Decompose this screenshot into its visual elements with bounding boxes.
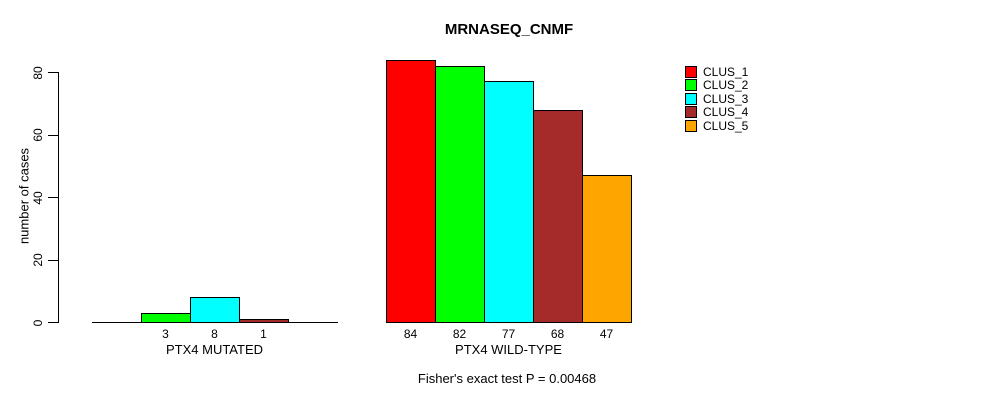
legend-label: CLUS_4 xyxy=(703,105,749,120)
legend-swatch-icon xyxy=(685,119,697,132)
bar-clus_1-ptx4-wild-type xyxy=(386,59,436,323)
bar-value-label: 82 xyxy=(452,327,467,341)
y-tick-label: 80 xyxy=(31,65,45,80)
legend-swatch-icon xyxy=(685,92,697,105)
bar-clus_5-ptx4-wild-type xyxy=(582,175,632,323)
legend-swatch-icon xyxy=(685,79,697,92)
y-axis-tick xyxy=(48,72,58,73)
bar-value-label: 8 xyxy=(211,327,218,341)
y-axis-tick xyxy=(48,322,58,323)
legend-item-clus_3: CLUS_3 xyxy=(685,91,749,106)
y-tick-label: 20 xyxy=(31,253,45,267)
legend: CLUS_1 CLUS_2 CLUS_3 CLUS_4 CLUS_5 xyxy=(685,66,748,132)
y-tick-label: 60 xyxy=(31,128,45,142)
legend-label: CLUS_5 xyxy=(703,118,749,133)
bar-value-label: 68 xyxy=(550,327,565,341)
bar-clus_3-ptx4-wild-type xyxy=(484,81,534,323)
y-tick-label: 40 xyxy=(31,190,45,205)
legend-label: CLUS_3 xyxy=(703,91,749,106)
legend-swatch-icon xyxy=(685,106,697,119)
legend-label: CLUS_2 xyxy=(703,78,749,93)
bar-clus_2-ptx4-wild-type xyxy=(435,65,485,323)
bar-clus_4-ptx4-mutated xyxy=(239,318,289,323)
legend-item-clus_2: CLUS_2 xyxy=(685,78,749,93)
bar-clus_4-ptx4-wild-type xyxy=(533,109,583,323)
bar-value-label: 84 xyxy=(403,327,418,341)
bar-clus_3-ptx4-mutated xyxy=(190,297,240,323)
y-axis-tick xyxy=(48,259,58,261)
y-axis-title: number of cases xyxy=(16,147,32,245)
bar-clus_2-ptx4-mutated xyxy=(141,312,191,323)
y-axis-tick xyxy=(48,197,58,198)
y-axis-line xyxy=(58,72,59,323)
chart-title: MRNASEQ_CNMF xyxy=(444,21,574,38)
legend-item-clus_4: CLUS_4 xyxy=(685,105,749,120)
legend-label: CLUS_1 xyxy=(703,65,749,79)
group-label-ptx4-mutated: PTX4 MUTATED xyxy=(165,342,264,357)
group-label-ptx4-wild-type: PTX4 WILD-TYPE xyxy=(455,342,562,357)
bar-value-label: 1 xyxy=(260,327,267,341)
bar-value-label: 3 xyxy=(162,327,169,341)
legend-swatch-icon xyxy=(685,66,697,78)
legend-item-clus_1: CLUS_1 xyxy=(685,66,748,78)
bar-value-label: 47 xyxy=(599,327,614,341)
y-tick-label: 0 xyxy=(31,319,45,326)
legend-item-clus_5: CLUS_5 xyxy=(685,118,749,133)
y-axis-tick xyxy=(48,134,58,136)
bar-value-label: 77 xyxy=(501,327,516,341)
fisher-test-annotation: Fisher's exact test P = 0.00468 xyxy=(417,371,597,386)
